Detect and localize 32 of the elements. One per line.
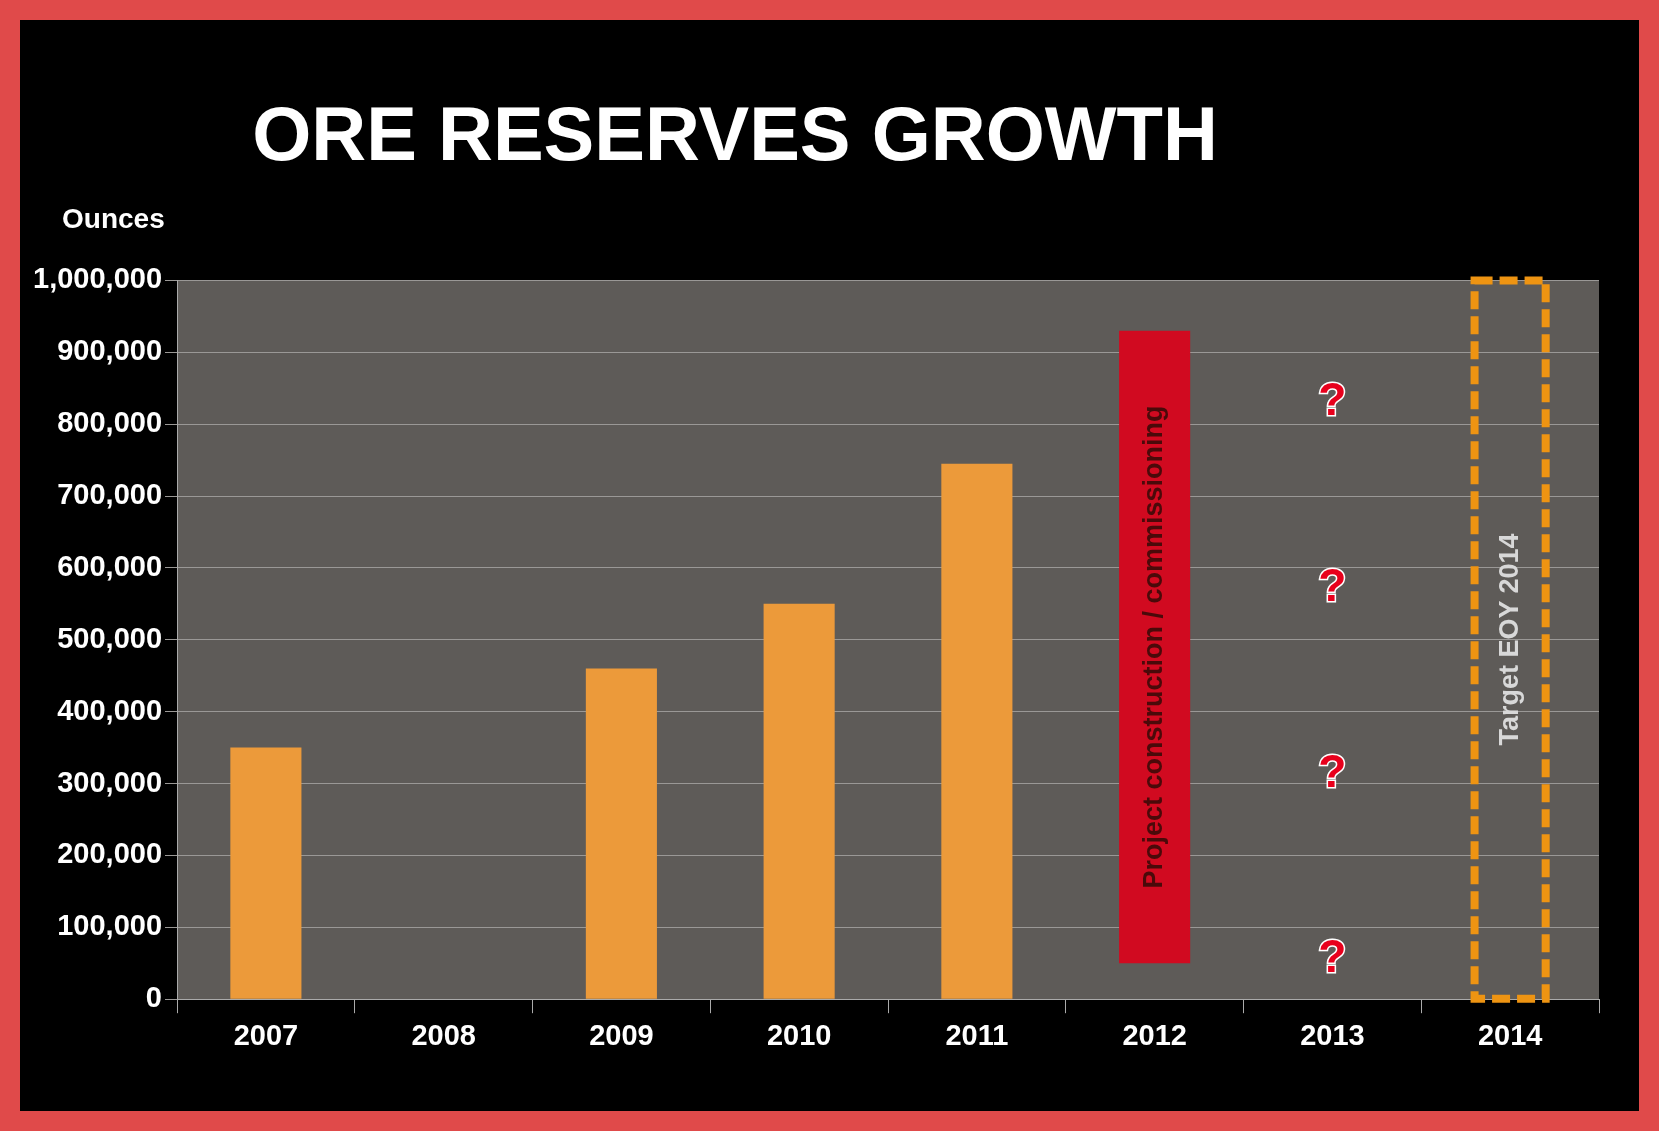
annotation: ?: [1318, 744, 1347, 797]
bar: [230, 747, 302, 999]
bar: [941, 463, 1013, 999]
x-tick-label: 2011: [945, 1018, 1009, 1051]
text: Target EOY 2014: [1493, 533, 1524, 746]
annotation: ?: [1318, 930, 1347, 983]
y-tick-label: 200,000: [57, 837, 163, 870]
series-label: Project construction / commissioning: [1138, 405, 1169, 889]
y-tick-label: 100,000: [57, 909, 163, 942]
y-tick-label: 900,000: [57, 334, 163, 367]
x-tick-label: 2007: [233, 1018, 299, 1051]
y-tick-label: 800,000: [57, 406, 163, 439]
y-axis-title: Ounces: [62, 203, 165, 235]
annotation: ?: [1318, 373, 1347, 426]
x-tick-label: 2009: [589, 1018, 654, 1051]
y-tick-label: 1,000,000: [33, 262, 163, 295]
annotation: ?: [1318, 558, 1347, 611]
y-tick-label: 700,000: [57, 478, 163, 511]
bar: [763, 603, 835, 999]
x-tick-label: 2014: [1477, 1018, 1543, 1051]
x-tick-label: 2010: [766, 1018, 832, 1051]
y-tick-label: 400,000: [57, 693, 163, 726]
x-tick-label: 2008: [411, 1018, 476, 1051]
x-tick-label: 2013: [1300, 1018, 1365, 1051]
y-tick-label: 0: [145, 981, 163, 1014]
bar: [1119, 330, 1191, 964]
x-tick-label: 2012: [1122, 1018, 1187, 1051]
y-tick-label: 600,000: [57, 549, 163, 582]
y-tick-label: 300,000: [57, 765, 163, 798]
chart-title: ORE RESERVES GROWTH: [251, 90, 1219, 177]
bar: [585, 668, 657, 999]
y-tick-label: 500,000: [57, 621, 163, 654]
